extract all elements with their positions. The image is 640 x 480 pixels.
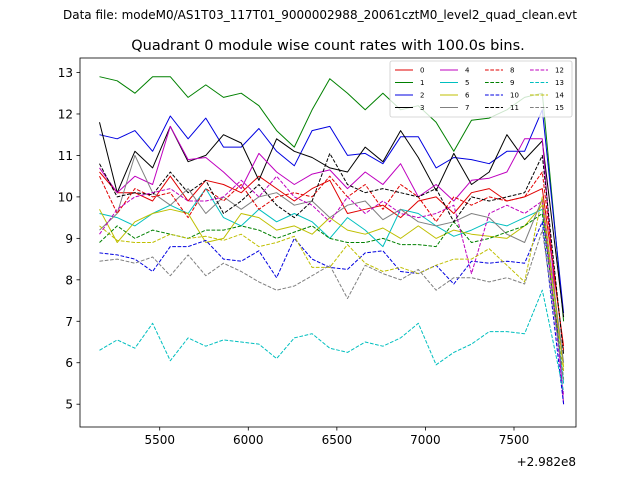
x-tick-label-5500: 5500 — [144, 433, 175, 447]
y-tick-label-12: 12 — [58, 107, 73, 121]
y-tick-label-8: 8 — [65, 273, 73, 287]
legend-label-2: 2 — [420, 92, 424, 100]
y-tick-label-7: 7 — [65, 315, 73, 329]
x-offset-label: +2.982e8 — [517, 455, 576, 469]
series-group — [99, 76, 565, 405]
y-tick-label-9: 9 — [65, 232, 73, 246]
series-line-15 — [99, 229, 565, 380]
series-line-1 — [99, 76, 565, 322]
x-tick-label-6500: 6500 — [322, 433, 353, 447]
legend-label-8: 8 — [510, 67, 514, 75]
chart-suptitle: Data file: modeM0/AS1T03_117T01_90000029… — [63, 8, 577, 22]
series-line-12 — [99, 175, 565, 396]
x-tick-label-6000: 6000 — [233, 433, 264, 447]
legend-label-11: 11 — [510, 104, 519, 112]
series-line-4 — [99, 125, 565, 405]
axes-frame — [79, 57, 577, 428]
series-line-13 — [99, 289, 565, 392]
legend-label-7: 7 — [465, 104, 469, 112]
legend-label-1: 1 — [420, 79, 424, 87]
series-line-8 — [99, 171, 565, 351]
legend-label-6: 6 — [465, 92, 470, 100]
series-line-0 — [99, 171, 565, 347]
legend-label-15: 15 — [555, 104, 564, 112]
series-line-7 — [99, 154, 565, 363]
legend-label-0: 0 — [420, 67, 424, 75]
legend-label-5: 5 — [465, 79, 469, 87]
series-line-14 — [99, 196, 565, 372]
chart-title: Quadrant 0 module wise count rates with … — [131, 38, 525, 54]
series-line-9 — [99, 213, 565, 380]
legend-label-4: 4 — [465, 67, 470, 75]
legend-label-13: 13 — [555, 79, 564, 87]
series-line-2 — [99, 109, 565, 314]
x-tick-label-7000: 7000 — [410, 433, 441, 447]
y-tick-label-13: 13 — [58, 66, 73, 80]
y-tick-label-11: 11 — [58, 149, 73, 163]
plot-background — [80, 58, 576, 427]
legend-frame — [389, 60, 573, 118]
legend-label-3: 3 — [420, 104, 424, 112]
legend-label-14: 14 — [555, 92, 564, 100]
legend-label-10: 10 — [510, 92, 519, 100]
x-tick-label-7500: 7500 — [499, 433, 530, 447]
y-tick-label-10: 10 — [58, 190, 73, 204]
legend-label-12: 12 — [555, 67, 564, 75]
legend-label-9: 9 — [510, 79, 514, 87]
series-line-11 — [99, 152, 565, 355]
y-tick-label-6: 6 — [65, 356, 73, 370]
y-tick-label-5: 5 — [65, 398, 73, 412]
